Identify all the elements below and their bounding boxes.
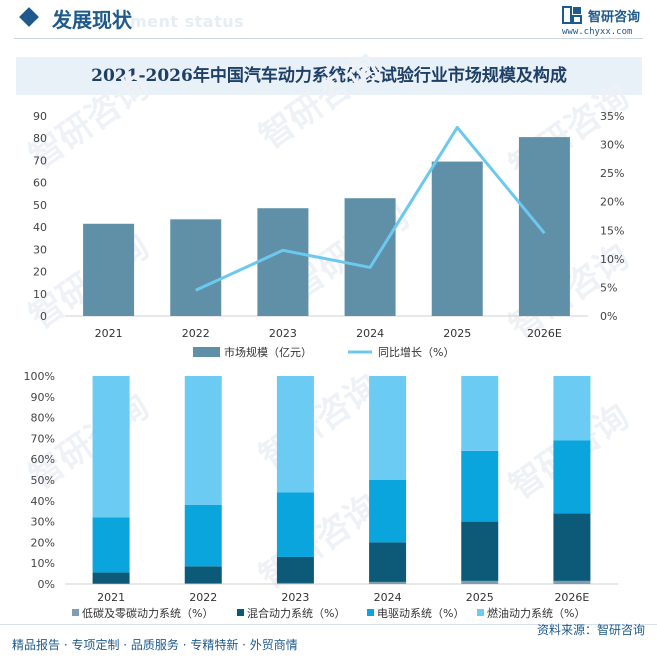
y-tick-label: 70 [33, 154, 47, 167]
segment-electric [92, 517, 130, 573]
legend-swatch-low-carbon [72, 609, 79, 616]
y-tick-label: 20% [31, 536, 55, 549]
section-title: 发展现状 [52, 8, 132, 32]
x-tick-label: 2025 [443, 327, 471, 340]
segment-hybrid [276, 556, 314, 583]
y2-tick-label: 15% [600, 224, 624, 237]
segment-hybrid [553, 513, 591, 581]
footer-divider [0, 624, 657, 625]
segment-low-carbon [184, 583, 222, 584]
segment-fuel [184, 376, 222, 505]
x-tick-label: 2025 [466, 591, 494, 604]
y-tick-label: 10% [31, 557, 55, 570]
segment-fuel [461, 376, 499, 451]
segment-low-carbon [553, 580, 591, 584]
segment-low-carbon [276, 582, 314, 584]
segment-fuel [92, 376, 130, 518]
chart-title: 2021-2026年中国汽车动力系统研发试验行业市场规模及构成 [91, 66, 567, 86]
legend-swatch-hybrid [237, 609, 244, 616]
segment-electric [184, 504, 222, 567]
legend-swatch-electric [367, 609, 374, 616]
y2-tick-label: 25% [600, 167, 624, 180]
y2-tick-label: 0% [600, 310, 617, 323]
header-divider [14, 38, 643, 39]
x-tick-label: 2026E [527, 327, 562, 340]
segment-electric [461, 450, 499, 522]
legend-label-yoy: 同比增长（%） [378, 345, 454, 359]
segment-fuel [276, 376, 314, 493]
y-tick-label: 100% [24, 370, 55, 383]
composition-chart: 0% 10% 20% 30% 40% 50% 60% 70% 80% 90% 100% 2021 202… [24, 370, 618, 620]
x-tick-label: 2021 [95, 327, 123, 340]
y-tick-label: 60% [31, 453, 55, 466]
x-tick-label: 2022 [182, 327, 210, 340]
line-yoy-growth [195, 125, 546, 292]
segment-fuel [369, 376, 407, 480]
x-tick-label: 2022 [189, 591, 217, 604]
header-diamond-icon [19, 7, 39, 27]
brand-url[interactable]: www.chyxx.com [562, 27, 633, 37]
section-ghost-subtitle: ment status [130, 12, 245, 31]
segment-hybrid [184, 566, 222, 584]
y-tick-label: 60 [33, 177, 47, 190]
x-tick-label: 2023 [281, 591, 309, 604]
segment-electric [553, 440, 591, 514]
y-tick-label: 0% [38, 578, 55, 591]
x-tick-label: 2026E [554, 591, 589, 604]
segment-hybrid [369, 542, 407, 582]
y2-tick-label: 35% [600, 110, 624, 123]
segment-electric [276, 492, 314, 557]
y-tick-label: 90% [31, 391, 55, 404]
bar-market-size [344, 198, 396, 316]
bar-market-size [257, 208, 309, 316]
segment-low-carbon [369, 581, 407, 584]
y-tick-label: 40 [33, 221, 47, 234]
legend-label-fuel: 燃油动力系统（%） [487, 606, 585, 620]
x-tick-label: 2021 [97, 591, 125, 604]
legend-label-hybrid: 混合动力系统（%） [247, 606, 345, 620]
brand-logo-icon [562, 6, 582, 24]
y-tick-label: 70% [31, 432, 55, 445]
y-tick-label: 0 [40, 310, 47, 323]
source-note: 资料来源：智研咨询 [536, 623, 645, 637]
segment-hybrid [92, 572, 130, 584]
y-tick-label: 50% [31, 474, 55, 487]
bar-market-size [83, 223, 135, 316]
market-size-chart: 0 10 20 30 40 50 60 70 80 90 0% 5% 10% 15% 20% 25% 30% 35… [33, 110, 624, 359]
x-tick-label: 2024 [374, 591, 402, 604]
x-tick-label: 2024 [356, 327, 384, 340]
y-tick-label: 40% [31, 495, 55, 508]
legend-label-market-size: 市场规模（亿元） [224, 345, 312, 359]
segment-electric [369, 480, 407, 543]
y-tick-label: 30% [31, 516, 55, 529]
legend-swatch-market-size [193, 347, 220, 357]
y-tick-label: 90 [33, 110, 47, 123]
bar-market-size [518, 137, 570, 316]
chart-title-band [16, 57, 642, 95]
legend-swatch-fuel [477, 609, 484, 616]
y2-tick-label: 5% [600, 281, 617, 294]
y-tick-label: 10 [33, 288, 47, 301]
y2-tick-label: 30% [600, 139, 624, 152]
y-tick-label: 80 [33, 132, 47, 145]
y-tick-label: 50 [33, 199, 47, 212]
bar-market-size [431, 161, 483, 316]
y2-tick-label: 10% [600, 253, 624, 266]
brand-name: 智研咨询 [588, 10, 641, 25]
y2-tick-label: 20% [600, 196, 624, 209]
footer-tagline: 精品报告 · 专项定制 · 品质服务 · 专精特新 · 外贸商情 [12, 638, 298, 652]
bar-market-size [170, 219, 222, 316]
x-tick-label: 2023 [269, 327, 297, 340]
segment-low-carbon [461, 580, 499, 584]
segment-hybrid [461, 521, 499, 581]
legend-label-electric: 电驱动系统（%） [377, 607, 464, 620]
segment-fuel [553, 376, 591, 441]
y-tick-label: 80% [31, 412, 55, 425]
y-tick-label: 30 [33, 243, 47, 256]
legend-label-low-carbon: 低碳及零碳动力系统（%） [82, 606, 213, 620]
y-tick-label: 20 [33, 266, 47, 279]
